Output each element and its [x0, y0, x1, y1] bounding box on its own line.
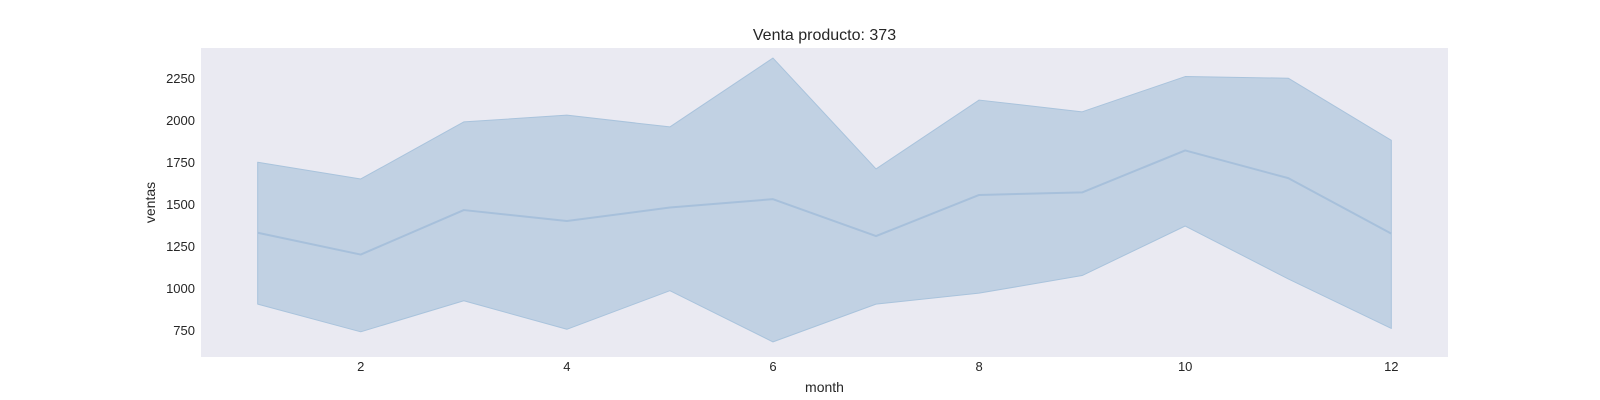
y-tick-label: 1500 — [166, 197, 195, 212]
confidence-band — [257, 57, 1392, 343]
x-tick-label: 6 — [769, 359, 776, 374]
x-tick-label: 10 — [1178, 359, 1192, 374]
y-axis-label: ventas — [142, 182, 158, 223]
x-tick-label: 2 — [357, 359, 364, 374]
series-line-layer — [257, 149, 1392, 256]
y-axis-ticks: 750 1000 1250 1500 1750 2000 2250 — [166, 71, 195, 338]
confidence-band-layer — [257, 57, 1392, 343]
x-axis-ticks: 2 4 6 8 10 12 — [357, 359, 1398, 374]
y-tick-label: 1250 — [166, 239, 195, 254]
x-tick-label: 4 — [563, 359, 570, 374]
chart-title: Venta producto: 373 — [753, 27, 896, 44]
y-tick-label: 1750 — [166, 155, 195, 170]
x-axis-label: month — [805, 379, 844, 395]
y-tick-label: 1000 — [166, 281, 195, 296]
x-tick-label: 12 — [1384, 359, 1398, 374]
y-tick-label: 2000 — [166, 113, 195, 128]
y-tick-label: 750 — [173, 323, 195, 338]
x-tick-label: 8 — [975, 359, 982, 374]
y-tick-label: 2250 — [166, 71, 195, 86]
series-line — [257, 149, 1392, 256]
